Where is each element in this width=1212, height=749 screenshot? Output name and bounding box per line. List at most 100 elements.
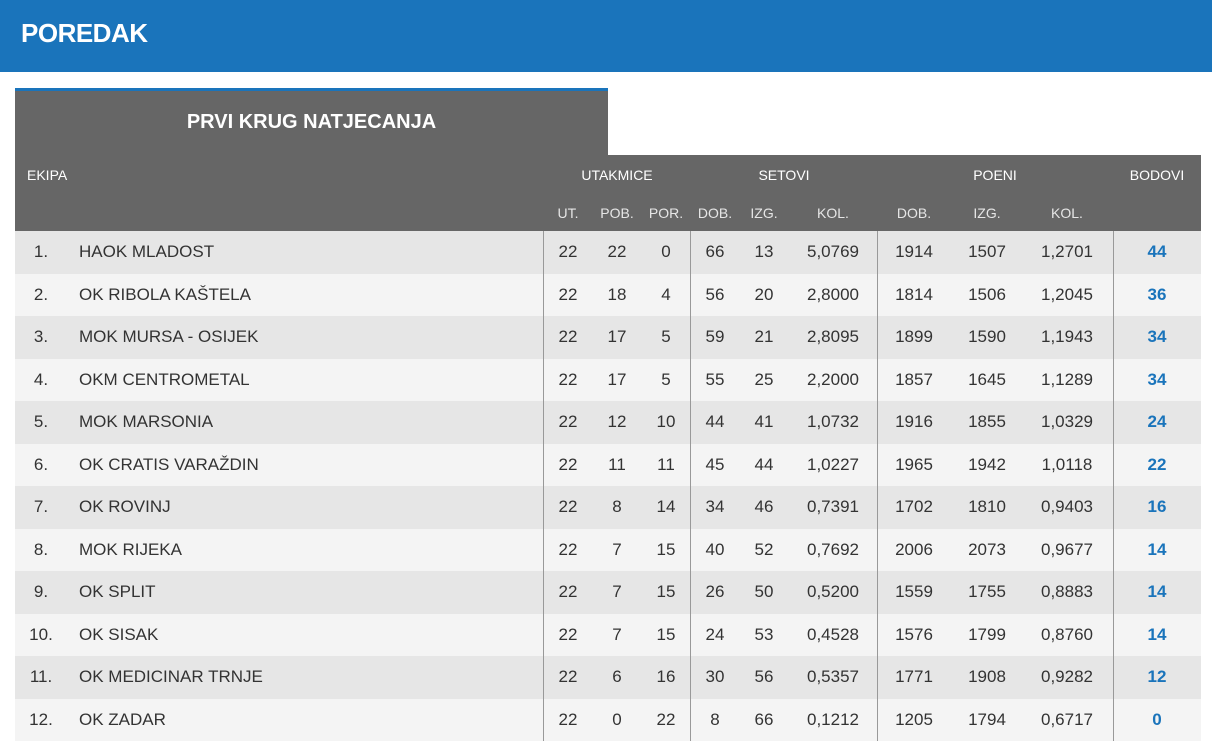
stat: 5 (661, 369, 671, 389)
table-row (15, 401, 1201, 444)
stat: 59 (705, 327, 725, 346)
stat: 22 (558, 539, 578, 559)
column-header: DOB. (896, 205, 932, 221)
stat: 8 (710, 709, 720, 729)
stat: 17 (607, 327, 627, 346)
points: 36 (1147, 284, 1167, 304)
stat: 0,5357 (807, 667, 859, 686)
stat: 1507 (968, 242, 1006, 261)
team-name: MOK MARSONIA (79, 412, 214, 431)
stat: 66 (705, 242, 725, 261)
stat: 22 (558, 327, 578, 346)
stat: 16 (656, 667, 676, 686)
team-name: OK CRATIS VARAŽDIN (79, 454, 259, 474)
stat: 15 (656, 624, 676, 644)
stat: 1916 (895, 412, 933, 431)
points: 14 (1147, 582, 1167, 601)
table-row (15, 443, 1201, 486)
team-name: MOK RIJEKA (79, 539, 182, 559)
stat: 0,9403 (1041, 497, 1093, 516)
team-name: OK MEDICINAR TRNJE (79, 667, 263, 686)
points: 34 (1147, 369, 1167, 389)
stat: 66 (754, 709, 774, 729)
points: 12 (1147, 667, 1167, 686)
stat: 5,0769 (807, 242, 859, 261)
stat: 1,0329 (1041, 412, 1093, 431)
stat: 22 (558, 582, 578, 601)
rank: 3. (33, 327, 49, 346)
stat: 0,6717 (1041, 709, 1093, 729)
stat: 20 (754, 284, 774, 304)
points: 44 (1147, 242, 1167, 261)
rank: 6. (33, 454, 49, 474)
stat: 22 (558, 242, 578, 261)
stat: 10 (656, 412, 676, 431)
stat: 1965 (895, 454, 933, 474)
group-header: POENI (973, 167, 1017, 183)
stat: 1702 (895, 497, 933, 516)
stat: 1,2701 (1041, 242, 1093, 261)
stat: 1,2045 (1041, 284, 1093, 304)
stat: 1914 (895, 242, 933, 261)
rank: 2. (33, 284, 49, 304)
stat: 1794 (968, 709, 1006, 729)
column-separator (543, 231, 544, 741)
stat: 2,8095 (807, 327, 859, 346)
stat: 22 (558, 497, 578, 516)
column-header: KOL. (817, 205, 849, 221)
rank: 8. (33, 539, 49, 559)
stat: 22 (558, 709, 578, 729)
stat: 2,8000 (807, 284, 859, 304)
stat: 22 (558, 284, 578, 304)
stat: 1799 (968, 624, 1006, 644)
column-header: IZG. (973, 205, 1001, 221)
team-name: OK ROVINJ (79, 497, 171, 516)
top-bar (0, 0, 1212, 72)
tab[interactable]: PRVI KRUG NATJECANJA (15, 88, 608, 155)
team-name: MOK MURSA - OSIJEK (79, 327, 259, 346)
group-header: UTAKMICE (581, 167, 653, 183)
stat: 7 (612, 624, 622, 644)
stat: 56 (705, 284, 725, 304)
stat: 22 (558, 454, 578, 474)
rank: 9. (33, 582, 49, 601)
points: 24 (1147, 412, 1167, 431)
stat: 0,4528 (807, 624, 859, 644)
column-separator (690, 231, 691, 741)
points: 22 (1147, 454, 1167, 474)
column-header: KOL. (1051, 205, 1083, 221)
stat: 15 (656, 539, 676, 559)
stat: 2006 (895, 539, 933, 559)
stat: 1,1289 (1041, 369, 1093, 389)
stat: 41 (754, 412, 774, 431)
stat: 1857 (895, 369, 933, 389)
stat: 22 (558, 369, 578, 389)
team-name: HAOK MLADOST (79, 242, 215, 261)
points: 14 (1147, 539, 1167, 559)
stat: 24 (705, 624, 725, 644)
column-header: POB. (600, 205, 634, 221)
table-row (15, 273, 1201, 316)
table-row (15, 486, 1201, 529)
stat: 52 (754, 539, 774, 559)
stat: 40 (705, 539, 725, 559)
stat: 7 (612, 539, 622, 559)
table-row (15, 231, 1201, 274)
column-header: POR. (648, 205, 684, 221)
stat: 56 (754, 667, 774, 686)
rank: 10. (29, 624, 53, 644)
stat: 2073 (968, 539, 1006, 559)
table-row (15, 698, 1201, 741)
team-name: OK SISAK (79, 624, 159, 644)
stat: 1942 (968, 454, 1006, 474)
stat: 0,5200 (807, 582, 859, 601)
page-title: POREDAK (21, 18, 148, 48)
stat: 11 (657, 454, 675, 474)
stat: 22 (558, 412, 578, 431)
stat: 1755 (968, 582, 1006, 601)
rank: 1. (33, 242, 49, 261)
table-row (15, 613, 1201, 656)
group-header: BODOVI (1129, 167, 1185, 183)
table-row (15, 571, 1201, 614)
column-header: IZG. (750, 205, 778, 221)
